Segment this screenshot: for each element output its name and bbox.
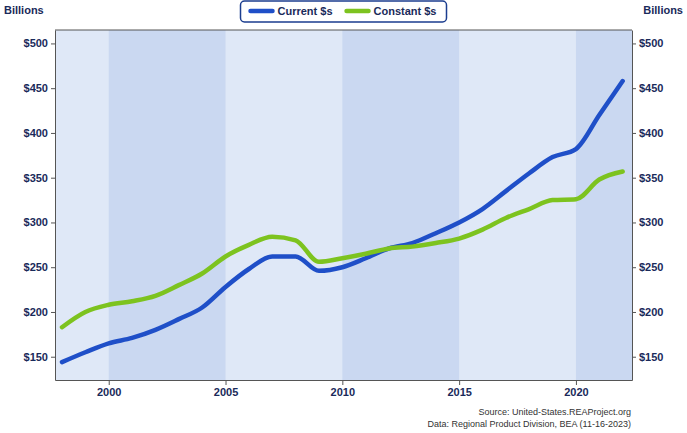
tick-mark — [226, 380, 227, 385]
tick-mark — [109, 380, 110, 385]
lines — [62, 81, 623, 362]
tick-label: $500 — [24, 37, 48, 49]
tick-label: $300 — [24, 216, 48, 228]
tick-label: $400 — [639, 127, 663, 139]
tick-mark — [51, 178, 55, 179]
tick-label: $200 — [24, 306, 48, 318]
legend: Current $s Constant $s — [241, 1, 447, 22]
tick: 2010 — [331, 380, 355, 398]
tick-mark — [632, 133, 636, 134]
tick: 2020 — [564, 380, 588, 398]
legend-item: Constant $s — [347, 5, 437, 17]
axis-line — [632, 31, 633, 381]
tick-label: $450 — [24, 82, 48, 94]
tick-label: $250 — [639, 261, 663, 273]
tick-mark — [342, 380, 343, 385]
tick-label: $150 — [639, 351, 663, 363]
tick: $450 — [24, 82, 55, 94]
tick-label: 2010 — [331, 386, 355, 398]
tick-mark — [632, 267, 636, 268]
legend-box — [241, 1, 447, 22]
tick-mark — [632, 88, 636, 89]
chart: $150 $200 $250 $300 $350 $400 $450 $500 $150 $200… — [0, 0, 687, 433]
series-line — [62, 171, 623, 327]
legend-label: Current $s — [278, 5, 333, 17]
axis-line — [55, 31, 56, 381]
tick-label: 2000 — [97, 386, 121, 398]
legend-swatch — [347, 9, 369, 14]
tick-label: $500 — [639, 37, 663, 49]
tick-mark — [51, 222, 55, 223]
x-axis: 2000 2005 2010 2015 2020 — [56, 380, 633, 398]
tick-label: $250 — [24, 261, 48, 273]
tick: $250 — [24, 261, 55, 273]
tick-mark — [632, 43, 636, 44]
tick: $300 — [632, 216, 663, 228]
tick: $300 — [24, 216, 55, 228]
tick-label: $300 — [639, 216, 663, 228]
tick-mark — [51, 267, 55, 268]
legend-item: Current $s — [251, 5, 333, 17]
series-line — [62, 81, 623, 362]
tick: $150 — [24, 351, 55, 363]
tick-mark — [51, 88, 55, 89]
tick: $350 — [632, 172, 663, 184]
tick-mark — [632, 222, 636, 223]
tick-label: $150 — [24, 351, 48, 363]
y-axis: $150 $200 $250 $300 $350 $400 $450 $500 — [24, 31, 56, 381]
tick: $500 — [24, 37, 55, 49]
frame — [55, 30, 632, 31]
tick: $200 — [632, 306, 663, 318]
axis-line — [56, 380, 633, 381]
tick: 2015 — [447, 380, 471, 398]
source: Source: United-States.REAProject.org — [478, 407, 631, 417]
tick: $450 — [632, 82, 663, 94]
note: Data: Regional Product Division, BEA (11… — [428, 419, 631, 429]
tick: $200 — [24, 306, 55, 318]
tick: $500 — [632, 37, 663, 49]
tick-mark — [51, 43, 55, 44]
band — [342, 30, 459, 380]
tick-label: $200 — [639, 306, 663, 318]
tick-mark — [51, 312, 55, 313]
tick-mark — [51, 357, 55, 358]
tick-mark — [632, 178, 636, 179]
tick-label: 2015 — [447, 386, 471, 398]
tick-mark — [51, 133, 55, 134]
tick-mark — [632, 312, 636, 313]
tick: $400 — [24, 127, 55, 139]
legend-swatch — [251, 9, 273, 14]
tick-label: 2005 — [214, 386, 238, 398]
tick: $350 — [24, 172, 55, 184]
band — [109, 30, 226, 380]
y2-axis-title: Billions — [643, 4, 683, 16]
tick-label: 2020 — [564, 386, 588, 398]
tick: $400 — [632, 127, 663, 139]
y-axis-title: Billions — [4, 4, 44, 16]
tick-mark — [459, 380, 460, 385]
legend-label: Constant $s — [374, 5, 437, 17]
plot-background — [55, 30, 632, 380]
tick-mark — [632, 357, 636, 358]
tick: $250 — [632, 261, 663, 273]
tick: 2000 — [97, 380, 121, 398]
tick-mark — [576, 380, 577, 385]
tick-label: $450 — [639, 82, 663, 94]
tick-label: $350 — [24, 172, 48, 184]
tick-label: $400 — [24, 127, 48, 139]
tick: 2005 — [214, 380, 238, 398]
tick-label: $350 — [639, 172, 663, 184]
tick: $150 — [632, 351, 663, 363]
y2-axis: $150 $200 $250 $300 $350 $400 $450 $500 — [632, 31, 663, 381]
